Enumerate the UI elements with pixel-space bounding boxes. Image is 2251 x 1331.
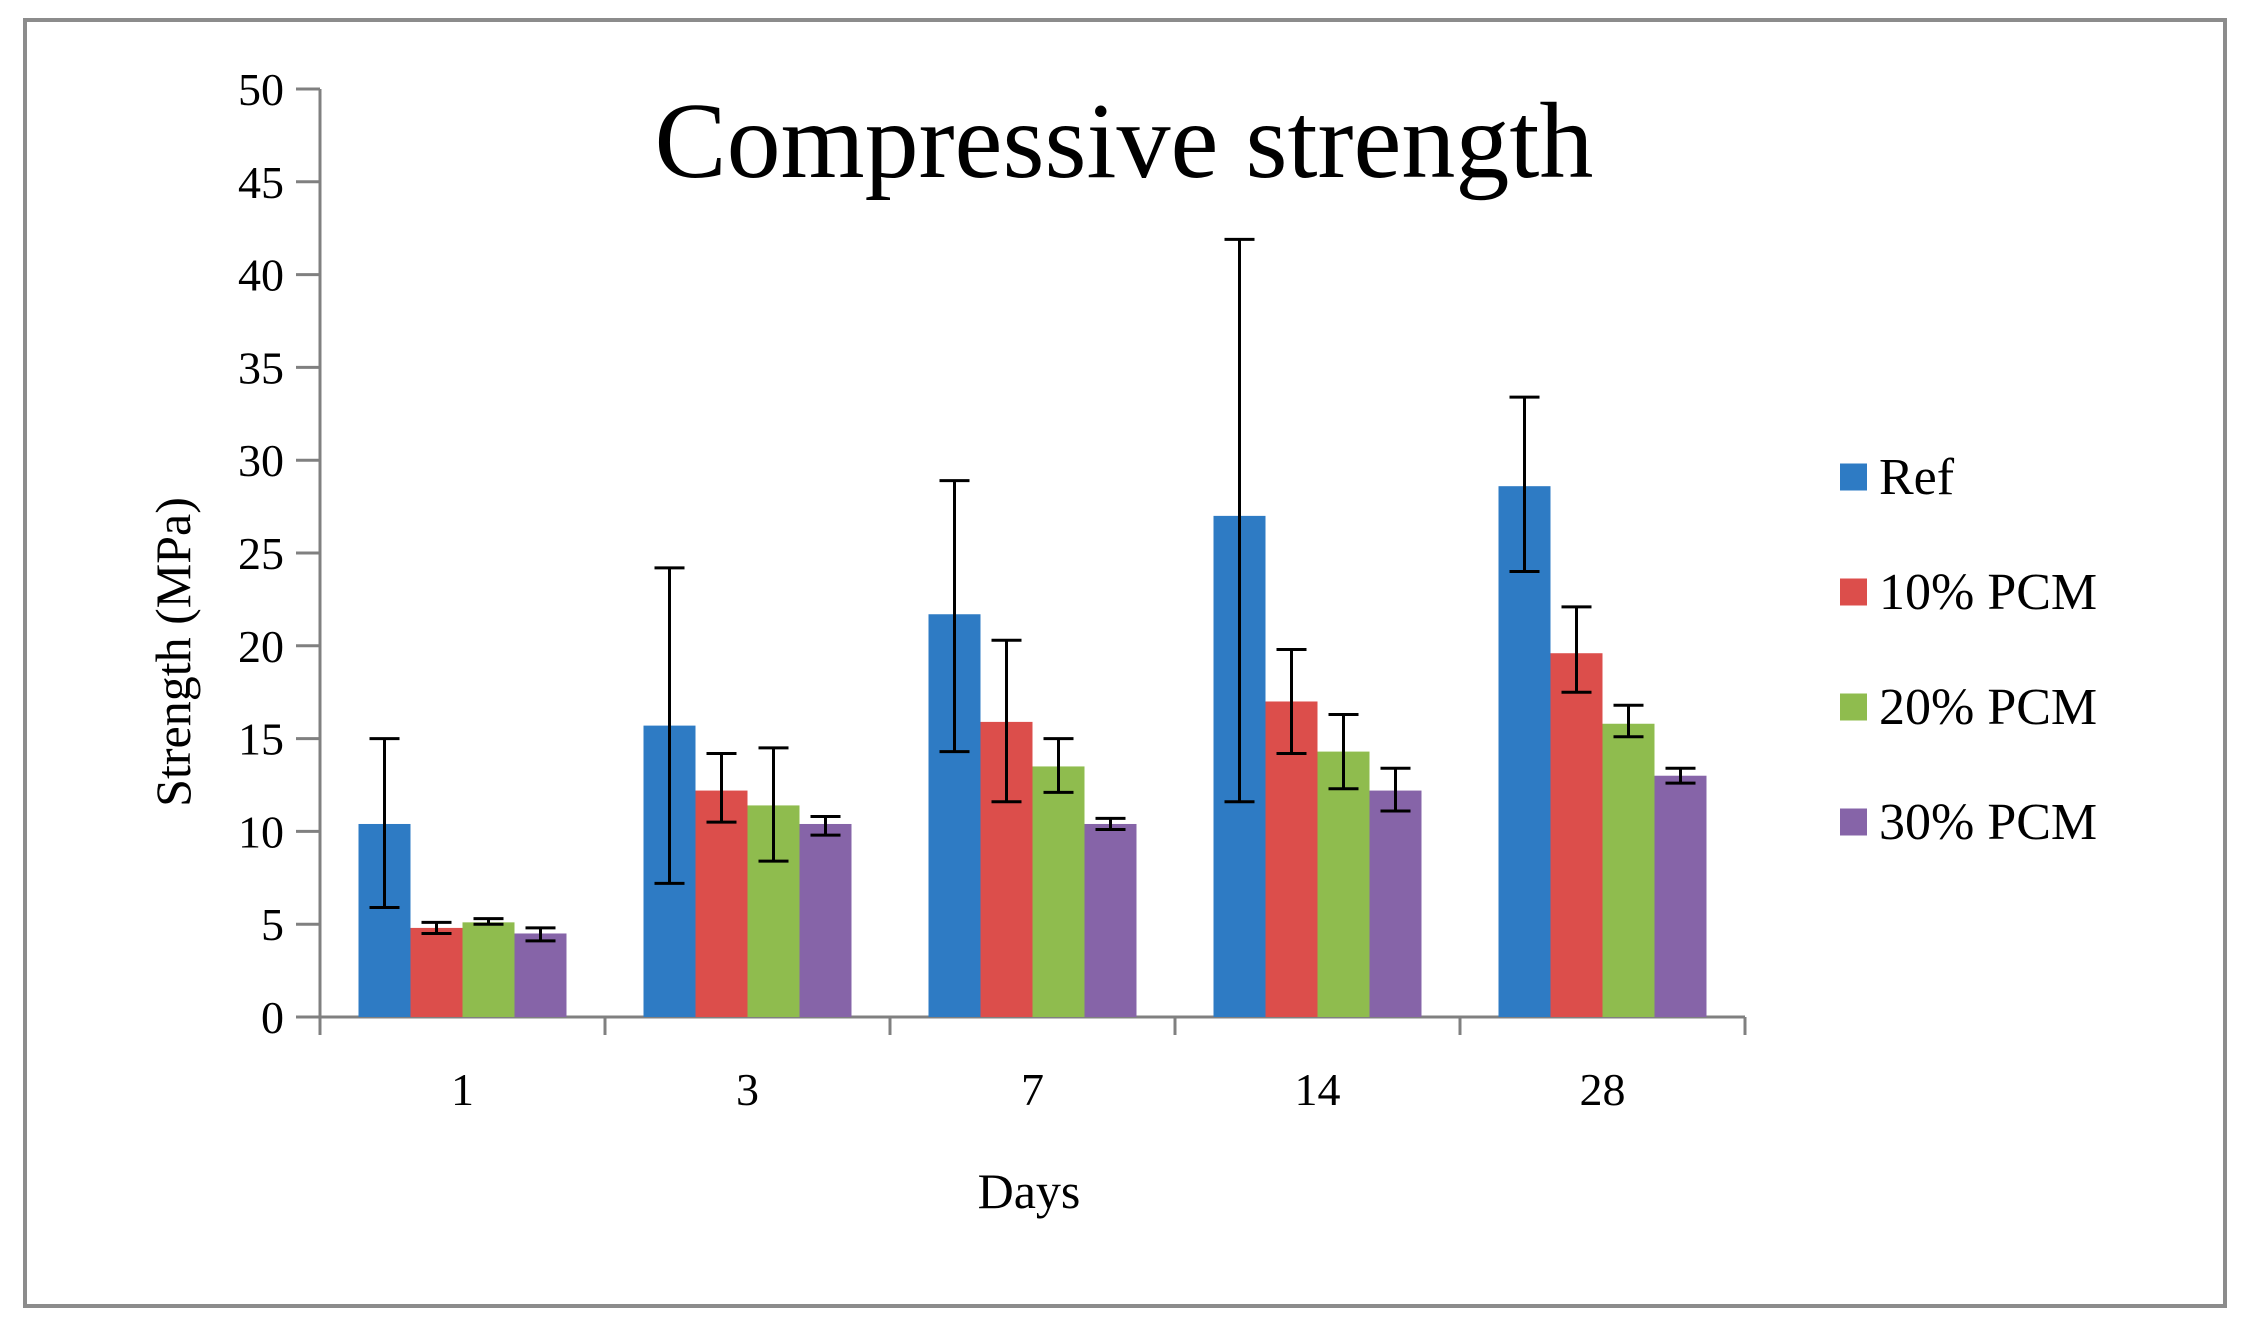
x-axis-label: Days — [978, 1163, 1081, 1219]
x-tick-label-14: 14 — [1295, 1064, 1341, 1115]
y-tick-label-45: 45 — [238, 157, 284, 208]
y-tick-label-30: 30 — [238, 435, 284, 486]
y-tick-label-50: 50 — [238, 64, 284, 115]
bar-30pct-pcm-day-14 — [1369, 790, 1422, 1017]
legend-label-30pct-pcm: 30% PCM — [1879, 794, 2097, 851]
error-bar-ref-day-14 — [1224, 237, 1255, 804]
bar-20pct-pcm-day-28 — [1602, 723, 1655, 1017]
bar-20pct-pcm-day-14 — [1317, 751, 1370, 1017]
legend-label-10pct-pcm: 10% PCM — [1879, 564, 2097, 621]
bar-10pct-pcm-day-3 — [695, 790, 748, 1017]
y-tick-label-20: 20 — [238, 621, 284, 672]
bar-30pct-pcm-day-7 — [1084, 823, 1137, 1017]
error-bar-10pct-pcm-day-14 — [1276, 648, 1307, 755]
error-bar-ref-day-3 — [654, 566, 685, 885]
bar-20pct-pcm-day-7 — [1032, 766, 1085, 1017]
error-bar-30pct-pcm-day-14 — [1380, 766, 1411, 813]
bar-10pct-pcm-day-28 — [1550, 653, 1603, 1017]
error-bar-10pct-pcm-day-7 — [991, 638, 1022, 804]
error-bar-20pct-pcm-day-14 — [1328, 712, 1359, 791]
legend-swatch-10pct-pcm — [1840, 578, 1867, 606]
error-bar-30pct-pcm-day-3 — [810, 815, 841, 837]
error-bar-10pct-pcm-day-28 — [1561, 605, 1592, 694]
error-bar-10pct-pcm-day-3 — [706, 751, 737, 824]
chart-title: Compressive strength — [655, 82, 1594, 201]
compressive-strength-chart: Compressive strength 0 5 10 15 20 25 30 35 40 45 5… — [145, 64, 2097, 1219]
legend: Ref 10% PCM 20% PCM 30% PCM — [1840, 449, 2097, 851]
error-bar-30pct-pcm-day-28 — [1665, 766, 1696, 785]
legend-label-ref: Ref — [1879, 449, 1955, 506]
y-tick-label-40: 40 — [238, 250, 284, 301]
legend-label-20pct-pcm: 20% PCM — [1879, 679, 2097, 736]
error-bar-20pct-pcm-day-3 — [758, 746, 789, 863]
error-bar-10pct-pcm-day-1 — [421, 920, 452, 935]
y-tick-label-25: 25 — [238, 528, 284, 579]
bar-30pct-pcm-day-3 — [799, 823, 852, 1017]
legend-swatch-ref — [1840, 463, 1867, 491]
legend-swatch-20pct-pcm — [1840, 693, 1867, 721]
error-bar-20pct-pcm-day-1 — [473, 917, 504, 926]
plot-area: 0 5 10 15 20 25 30 35 40 45 50 1 3 7 14 28 — [238, 64, 1747, 1115]
legend-swatch-30pct-pcm — [1840, 808, 1867, 836]
bar-ref-day-28 — [1498, 486, 1551, 1018]
y-tick-label-5: 5 — [261, 899, 284, 950]
y-tick-label-0: 0 — [261, 992, 284, 1043]
chart-frame: Compressive strength 0 5 10 15 20 25 30 35 40 45 5… — [23, 18, 2227, 1308]
error-bar-ref-day-7 — [939, 479, 970, 754]
error-bar-30pct-pcm-day-7 — [1095, 816, 1126, 832]
y-tick-label-10: 10 — [238, 806, 284, 857]
y-tick-label-35: 35 — [238, 342, 284, 393]
bar-10pct-pcm-day-1 — [410, 927, 463, 1017]
error-bar-ref-day-1 — [369, 737, 400, 909]
error-bar-20pct-pcm-day-7 — [1043, 737, 1074, 794]
error-bar-ref-day-28 — [1509, 395, 1540, 574]
bar-20pct-pcm-day-1 — [462, 922, 515, 1017]
y-tick-label-15: 15 — [238, 714, 284, 765]
x-tick-label-28: 28 — [1580, 1064, 1626, 1115]
x-tick-label-1: 1 — [451, 1064, 474, 1115]
x-tick-label-3: 3 — [736, 1064, 759, 1115]
y-axis-label: Strength (MPa) — [145, 497, 201, 807]
error-bar-20pct-pcm-day-28 — [1613, 703, 1644, 739]
bar-30pct-pcm-day-1 — [514, 933, 567, 1017]
bar-30pct-pcm-day-28 — [1654, 775, 1707, 1017]
x-tick-label-7: 7 — [1021, 1064, 1044, 1115]
error-bar-30pct-pcm-day-1 — [525, 926, 556, 943]
